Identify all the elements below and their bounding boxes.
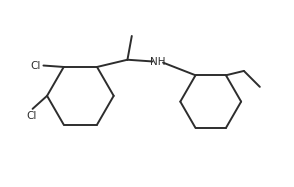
Text: Cl: Cl — [30, 61, 41, 70]
Text: Cl: Cl — [26, 111, 36, 121]
Text: NH: NH — [150, 57, 166, 67]
